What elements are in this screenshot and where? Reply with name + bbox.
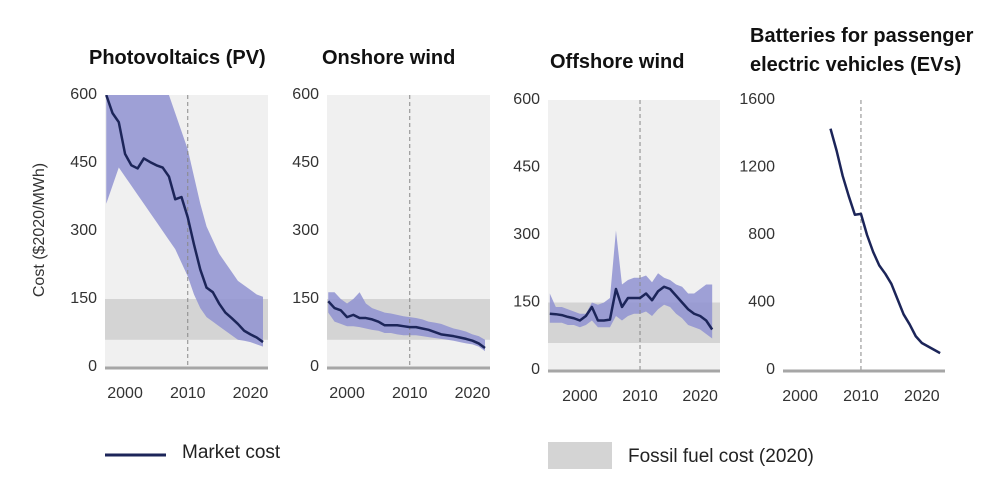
legend-label: Market cost: [182, 442, 281, 463]
x-tick-label: 2000: [782, 388, 818, 405]
y-tick-label: 150: [70, 290, 97, 307]
panel-title: Batteries for passenger electric vehicle…: [750, 25, 974, 76]
range-band: [549, 230, 713, 339]
y-tick-label: 1600: [739, 91, 775, 108]
y-tick-label: 0: [766, 361, 775, 378]
market-cost-line: [105, 95, 264, 344]
x-tick-label: 2000: [107, 385, 143, 402]
plot-area: [105, 95, 268, 367]
y-tick-label: 600: [70, 86, 97, 103]
y-tick-label: 1200: [739, 159, 775, 176]
market-cost-line: [829, 128, 941, 355]
y-tick-label: 150: [513, 294, 540, 311]
x-tick-label: 2020: [455, 385, 491, 402]
x-tick-label: 2010: [622, 388, 658, 405]
x-tick-label: 2010: [392, 385, 428, 402]
legend-label: Fossil fuel cost (2020): [628, 446, 814, 467]
y-tick-label: 300: [70, 222, 97, 239]
range-band: [106, 95, 263, 347]
y-tick-label: 0: [310, 358, 319, 375]
x-tick-label: 2000: [329, 385, 365, 402]
x-tick-label: 2020: [233, 385, 269, 402]
plot-area: [548, 100, 720, 370]
y-tick-label: 0: [531, 361, 540, 378]
y-tick-label: 450: [513, 159, 540, 176]
plot-area: [829, 100, 941, 370]
panel-title: Offshore wind: [550, 51, 685, 73]
y-tick-label: 300: [513, 226, 540, 243]
y-tick-label: 300: [292, 222, 319, 239]
x-tick-label: 2020: [904, 388, 940, 405]
x-tick-label: 2010: [843, 388, 879, 405]
y-tick-label: 600: [513, 91, 540, 108]
range-band: [328, 292, 485, 352]
y-tick-label: 450: [292, 154, 319, 171]
y-tick-label: 0: [88, 358, 97, 375]
y-tick-label: 800: [748, 226, 775, 243]
y-axis-label: Cost ($2020/MWh): [31, 163, 48, 297]
market-cost-line: [327, 300, 486, 349]
panel-title: Photovoltaics (PV): [89, 47, 266, 69]
plot-area: [327, 95, 490, 367]
panel-title: Onshore wind: [322, 47, 456, 69]
market-cost-line: [549, 285, 714, 331]
y-tick-label: 450: [70, 154, 97, 171]
legend-swatch: [548, 442, 612, 469]
x-tick-label: 2010: [170, 385, 206, 402]
y-tick-label: 150: [292, 290, 319, 307]
x-tick-label: 2020: [682, 388, 718, 405]
y-tick-label: 600: [292, 86, 319, 103]
y-tick-label: 400: [748, 294, 775, 311]
x-tick-label: 2000: [562, 388, 598, 405]
